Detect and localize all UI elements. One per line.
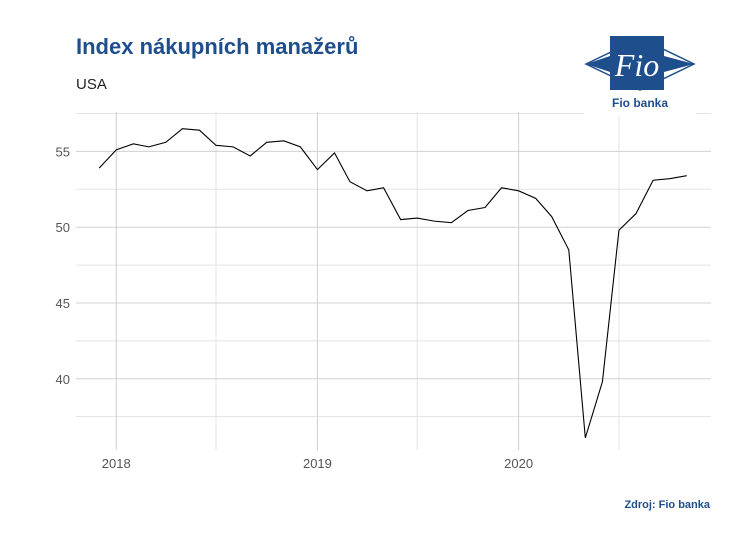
chart-title: Index nákupních manažerů — [76, 34, 359, 59]
y-tick-label: 50 — [56, 220, 70, 235]
y-tick-label: 45 — [56, 296, 70, 311]
x-tick-label: 2019 — [303, 456, 332, 471]
y-tick-label: 40 — [56, 372, 70, 387]
logo-glyph: Fio — [614, 47, 659, 83]
y-axis-tick-labels: 40 45 50 55 — [56, 144, 70, 386]
y-tick-label: 55 — [56, 144, 70, 159]
fio-logo-icon: Fio — [584, 36, 696, 91]
x-tick-label: 2018 — [102, 456, 131, 471]
logo-text: Fio banka — [611, 96, 668, 110]
x-axis-tick-labels: 2018 2019 2020 — [102, 456, 533, 471]
x-tick-label: 2020 — [504, 456, 533, 471]
chart-subtitle: USA — [76, 76, 107, 93]
series-line — [98, 128, 687, 439]
fio-banka-logo: Fio Fio banka — [584, 34, 696, 116]
grid-minor-lines — [76, 112, 711, 450]
source-note: Zdroj: Fio banka — [624, 499, 710, 511]
grid-major-lines — [76, 112, 711, 450]
